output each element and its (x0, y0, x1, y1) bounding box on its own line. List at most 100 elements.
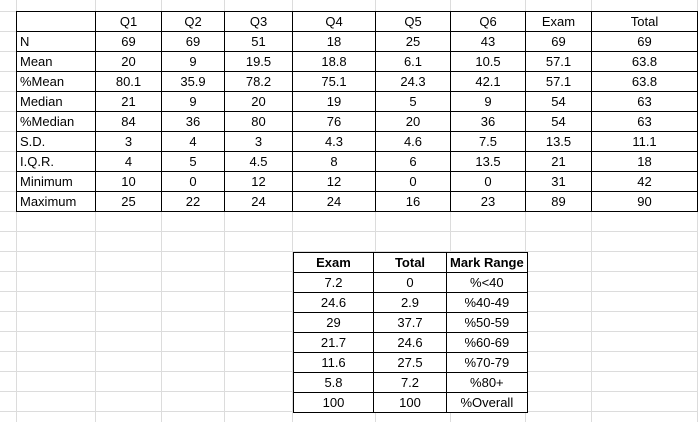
stats-row-label: Mean (16, 51, 96, 72)
stats-cell: 78.2 (224, 71, 293, 92)
statistics-header-row: Q1 Q2 Q3 Q4 Q5 Q6 Exam Total (16, 11, 698, 32)
stats-cell: 76 (292, 111, 376, 132)
range-row: 29 37.7 %50-59 (293, 312, 528, 333)
range-cell: 24.6 (293, 292, 374, 313)
stats-cell: 35.9 (161, 71, 225, 92)
stats-header-q5: Q5 (375, 11, 451, 32)
stats-cell: 5 (375, 91, 451, 112)
stats-cell: 12 (292, 171, 376, 192)
stats-row-label: S.D. (16, 131, 96, 152)
stats-cell: 10.5 (450, 51, 526, 72)
stats-cell: 24.3 (375, 71, 451, 92)
stats-cell: 63.8 (591, 51, 698, 72)
range-cell: %80+ (446, 372, 528, 393)
range-cell: 100 (293, 392, 374, 413)
stats-cell: 9 (450, 91, 526, 112)
stats-cell: 13.5 (450, 151, 526, 172)
stats-cell: 6 (375, 151, 451, 172)
stats-cell: 5 (161, 151, 225, 172)
stats-cell: 36 (450, 111, 526, 132)
stats-cell: 57.1 (525, 71, 592, 92)
stats-row: Minimum 10 0 12 12 0 0 31 42 (16, 171, 698, 192)
stats-cell: 20 (224, 91, 293, 112)
stats-cell: 51 (224, 31, 293, 52)
stats-cell: 23 (450, 191, 526, 212)
stats-cell: 7.5 (450, 131, 526, 152)
stats-cell: 19 (292, 91, 376, 112)
stats-cell: 18.8 (292, 51, 376, 72)
stats-cell: 3 (95, 131, 162, 152)
stats-cell: 63 (591, 91, 698, 112)
range-row: 5.8 7.2 %80+ (293, 372, 528, 393)
range-cell: %70-79 (446, 352, 528, 373)
range-cell: 100 (373, 392, 447, 413)
stats-cell: 80 (224, 111, 293, 132)
stats-row: Mean 20 9 19.5 18.8 6.1 10.5 57.1 63.8 (16, 51, 698, 72)
stats-header-q6: Q6 (450, 11, 526, 32)
stats-row: I.Q.R. 4 5 4.5 8 6 13.5 21 18 (16, 151, 698, 172)
range-cell: %Overall (446, 392, 528, 413)
stats-header-q3: Q3 (224, 11, 293, 32)
range-header-exam: Exam (293, 252, 374, 273)
stats-cell: 6.1 (375, 51, 451, 72)
stats-cell: 36 (161, 111, 225, 132)
range-cell: 21.7 (293, 332, 374, 353)
stats-cell: 69 (525, 31, 592, 52)
stats-cell: 18 (591, 151, 698, 172)
stats-header-q1: Q1 (95, 11, 162, 32)
stats-cell: 63.8 (591, 71, 698, 92)
stats-cell: 25 (375, 31, 451, 52)
range-cell: 7.2 (373, 372, 447, 393)
stats-cell: 4.6 (375, 131, 451, 152)
stats-header-exam: Exam (525, 11, 592, 32)
stats-row-label: N (16, 31, 96, 52)
stats-row-label: I.Q.R. (16, 151, 96, 172)
range-cell: 11.6 (293, 352, 374, 373)
stats-cell: 22 (161, 191, 225, 212)
stats-cell: 0 (375, 171, 451, 192)
range-cell: 7.2 (293, 272, 374, 293)
range-header-mark-range: Mark Range (446, 252, 528, 273)
stats-cell: 13.5 (525, 131, 592, 152)
stats-cell: 80.1 (95, 71, 162, 92)
range-cell: 2.9 (373, 292, 447, 313)
range-row: 11.6 27.5 %70-79 (293, 352, 528, 373)
stats-cell: 20 (375, 111, 451, 132)
range-row: 7.2 0 %<40 (293, 272, 528, 293)
stats-cell: 20 (95, 51, 162, 72)
stats-cell: 63 (591, 111, 698, 132)
stats-cell: 11.1 (591, 131, 698, 152)
range-cell: %50-59 (446, 312, 528, 333)
range-cell: 37.7 (373, 312, 447, 333)
stats-cell: 8 (292, 151, 376, 172)
stats-header-total: Total (591, 11, 698, 32)
stats-header-blank (16, 11, 96, 32)
range-header-total: Total (373, 252, 447, 273)
stats-row-label: %Median (16, 111, 96, 132)
stats-cell: 75.1 (292, 71, 376, 92)
mark-range-table: Exam Total Mark Range 7.2 0 %<40 24.6 2.9 %40-4… (293, 252, 528, 413)
stats-cell: 42.1 (450, 71, 526, 92)
stats-cell: 25 (95, 191, 162, 212)
stats-cell: 24 (292, 191, 376, 212)
mark-range-header-row: Exam Total Mark Range (293, 252, 528, 273)
stats-cell: 84 (95, 111, 162, 132)
stats-cell: 3 (224, 131, 293, 152)
stats-row: Maximum 25 22 24 24 16 23 89 90 (16, 191, 698, 212)
stats-cell: 18 (292, 31, 376, 52)
stats-cell: 89 (525, 191, 592, 212)
stats-row-label: Median (16, 91, 96, 112)
range-cell: 0 (373, 272, 447, 293)
stats-row-label: Minimum (16, 171, 96, 192)
range-cell: %60-69 (446, 332, 528, 353)
stats-cell: 69 (591, 31, 698, 52)
range-cell: 29 (293, 312, 374, 333)
range-cell: %<40 (446, 272, 528, 293)
range-cell: 5.8 (293, 372, 374, 393)
stats-cell: 9 (161, 91, 225, 112)
stats-cell: 0 (161, 171, 225, 192)
stats-header-q2: Q2 (161, 11, 225, 32)
range-row: 21.7 24.6 %60-69 (293, 332, 528, 353)
stats-cell: 9 (161, 51, 225, 72)
stats-cell: 0 (450, 171, 526, 192)
